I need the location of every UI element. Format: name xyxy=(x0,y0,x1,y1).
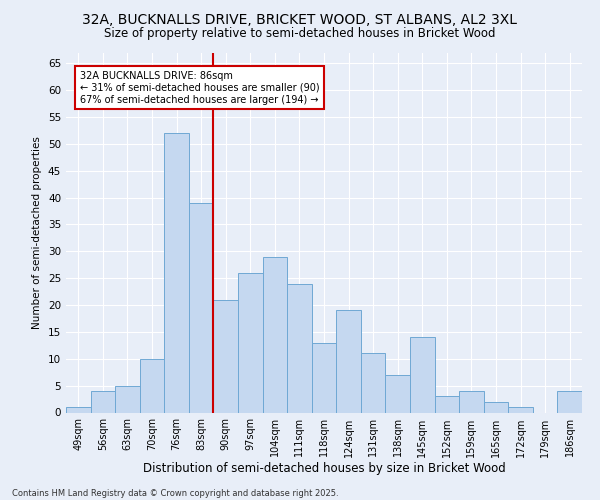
Bar xyxy=(336,310,361,412)
Bar xyxy=(508,407,533,412)
Text: Contains HM Land Registry data © Crown copyright and database right 2025.: Contains HM Land Registry data © Crown c… xyxy=(12,488,338,498)
Bar xyxy=(312,342,336,412)
Bar xyxy=(263,256,287,412)
Bar xyxy=(189,203,214,412)
Bar xyxy=(140,359,164,412)
Y-axis label: Number of semi-detached properties: Number of semi-detached properties xyxy=(32,136,43,329)
Bar xyxy=(287,284,312,412)
Bar xyxy=(385,375,410,412)
Bar xyxy=(557,391,582,412)
Bar xyxy=(115,386,140,412)
X-axis label: Distribution of semi-detached houses by size in Bricket Wood: Distribution of semi-detached houses by … xyxy=(143,462,505,475)
Bar xyxy=(66,407,91,412)
Bar xyxy=(361,354,385,412)
Bar xyxy=(238,273,263,412)
Bar xyxy=(410,338,434,412)
Text: Size of property relative to semi-detached houses in Bricket Wood: Size of property relative to semi-detach… xyxy=(104,28,496,40)
Bar xyxy=(214,300,238,412)
Text: 32A, BUCKNALLS DRIVE, BRICKET WOOD, ST ALBANS, AL2 3XL: 32A, BUCKNALLS DRIVE, BRICKET WOOD, ST A… xyxy=(83,12,517,26)
Bar xyxy=(91,391,115,412)
Bar xyxy=(434,396,459,412)
Bar xyxy=(164,133,189,412)
Text: 32A BUCKNALLS DRIVE: 86sqm
← 31% of semi-detached houses are smaller (90)
67% of: 32A BUCKNALLS DRIVE: 86sqm ← 31% of semi… xyxy=(80,72,319,104)
Bar xyxy=(459,391,484,412)
Bar xyxy=(484,402,508,412)
